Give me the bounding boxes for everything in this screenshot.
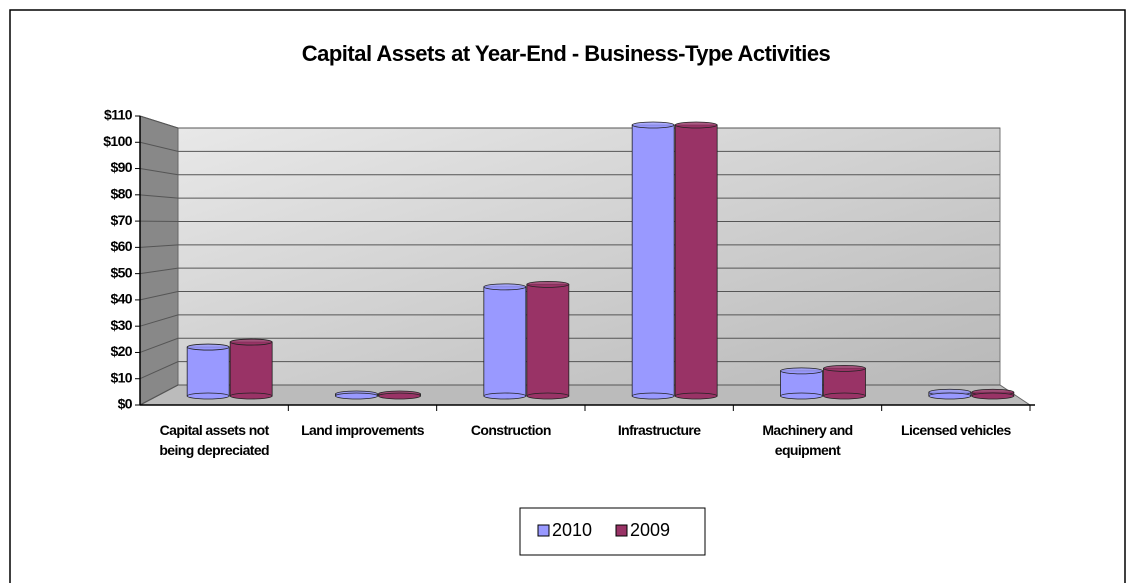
- y-tick-label: $10: [110, 369, 132, 385]
- y-tick-label: $110: [104, 107, 133, 123]
- bar-top: [631, 121, 675, 129]
- grid-line: [139, 361, 1000, 380]
- y-tick-label: $60: [110, 238, 132, 254]
- bar: [186, 346, 230, 397]
- bar-base: [971, 392, 1015, 400]
- bar: [780, 370, 823, 397]
- bar: [823, 367, 866, 397]
- legend-label: 2009: [630, 520, 670, 540]
- bar-base: [928, 392, 972, 400]
- y-tick-label: $0: [118, 396, 133, 412]
- grid-line: [139, 141, 1000, 152]
- y-tick-label: $90: [110, 159, 132, 175]
- x-tick-label: Licensed vehicles: [901, 422, 1011, 438]
- chart-title: Capital Assets at Year-End - Business-Ty…: [302, 41, 831, 66]
- x-tick-label: Machinery and equipment: [762, 422, 853, 458]
- bar-base: [526, 392, 570, 400]
- legend-swatch: [537, 524, 550, 537]
- y-tick-label: $30: [110, 317, 132, 333]
- x-tick-label: Land improvements: [301, 422, 424, 438]
- bar: [674, 124, 718, 397]
- bar-top: [526, 280, 570, 288]
- grid-line: [139, 194, 1000, 199]
- bar: [483, 286, 527, 397]
- bar-base: [335, 392, 378, 400]
- y-tick-label: $50: [110, 264, 132, 280]
- grid-line: [139, 291, 1000, 301]
- grid-line: [139, 384, 1000, 406]
- legend: [519, 507, 706, 556]
- grid-line: [139, 267, 1000, 275]
- bar-top: [186, 343, 230, 351]
- grid-line: [139, 168, 1000, 176]
- x-tick-label: Infrastructure: [617, 422, 701, 438]
- bar-top: [823, 364, 866, 372]
- bar-base: [186, 392, 230, 400]
- bar-top: [229, 338, 273, 346]
- grid-line: [139, 314, 1000, 327]
- grid-line: [139, 115, 1000, 129]
- grid-line: [139, 244, 1000, 248]
- bar-top: [780, 367, 823, 375]
- bar-base: [378, 392, 421, 400]
- y-tick-label: $40: [110, 291, 132, 307]
- side-wall: [139, 115, 179, 406]
- y-tick-label: $20: [110, 343, 132, 359]
- bar-base: [674, 392, 718, 400]
- bar-base: [229, 392, 273, 400]
- grid-line: [139, 337, 1000, 353]
- bar: [229, 341, 273, 397]
- bar-top: [674, 121, 718, 129]
- y-tick-label: $70: [110, 212, 132, 228]
- bar-top: [483, 283, 527, 291]
- bar-base: [631, 392, 675, 400]
- bar-base: [823, 392, 866, 400]
- legend-swatch: [615, 524, 628, 537]
- x-tick-label: Capital assets not being depreciated: [159, 422, 269, 458]
- y-tick-label: $100: [103, 133, 133, 149]
- bar: [631, 124, 675, 397]
- x-tick-label: Construction: [470, 422, 552, 438]
- back-wall: [177, 127, 1001, 386]
- bar-base: [780, 392, 823, 400]
- y-tick-label: $80: [110, 186, 132, 202]
- legend-label: 2010: [552, 520, 592, 540]
- floor: [139, 384, 1032, 406]
- bar: [526, 283, 570, 397]
- bar-base: [483, 392, 527, 400]
